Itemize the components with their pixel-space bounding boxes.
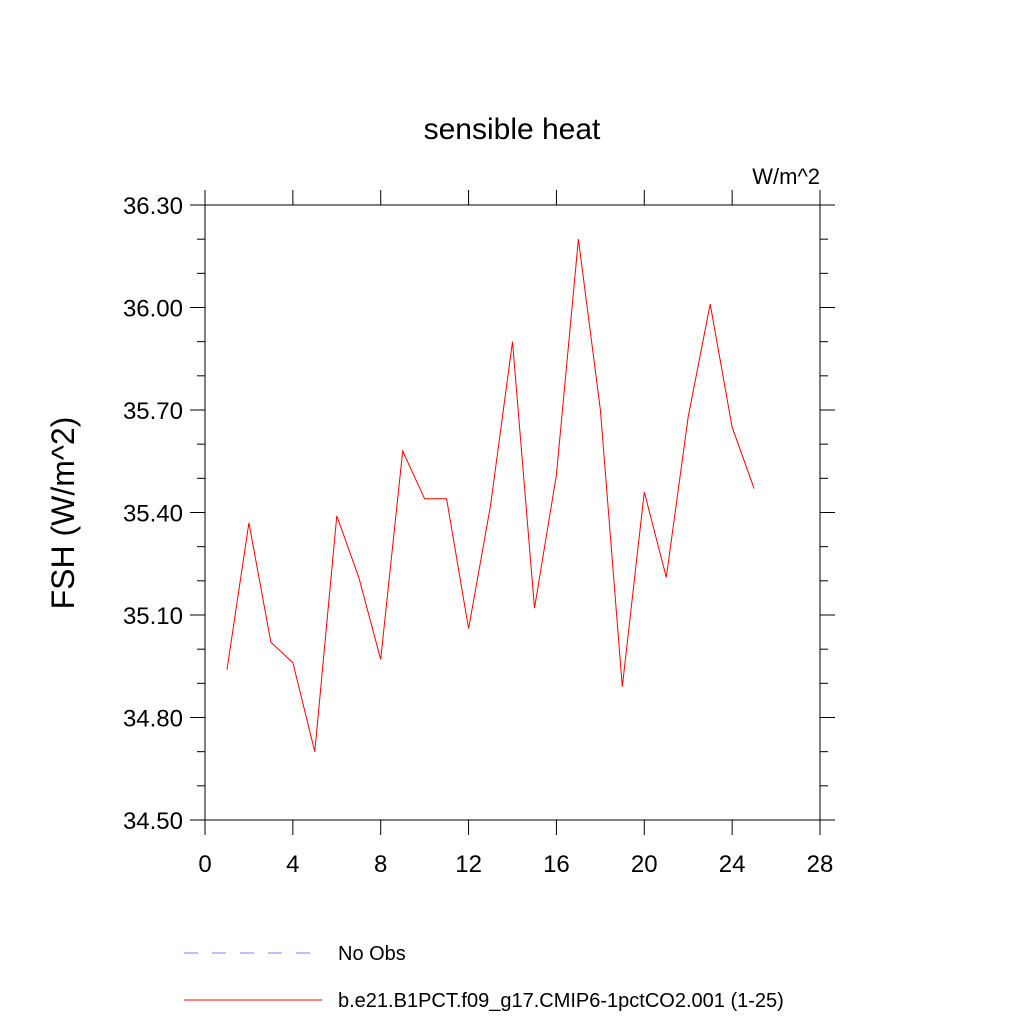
x-tick-label: 28	[807, 851, 834, 878]
x-tick-label: 16	[543, 851, 570, 878]
x-tick-labels: 0 4 8 12 16 20 24 28	[198, 851, 833, 878]
legend: No Obs b.e21.B1PCT.f09_g17.CMIP6-1pctCO2…	[184, 943, 784, 1012]
x-tick-label: 8	[374, 851, 387, 878]
x-tick-label: 12	[455, 851, 482, 878]
y-tick-label: 35.40	[123, 501, 183, 528]
y-tick-labels: 34.50 34.80 35.10 35.40 35.70 36.00 36.30	[123, 193, 183, 835]
legend-label-model: b.e21.B1PCT.f09_g17.CMIP6-1pctCO2.001 (1…	[338, 990, 784, 1012]
y-tick-label: 35.70	[123, 398, 183, 425]
y-tick-label: 36.00	[123, 296, 183, 323]
plot-frame	[204, 204, 821, 821]
series-group	[226, 239, 755, 752]
y-tick-label: 34.80	[123, 706, 183, 733]
x-tick-label: 24	[719, 851, 746, 878]
axis-ticks	[190, 190, 835, 835]
x-tick-label: 20	[631, 851, 658, 878]
y-tick-label: 34.50	[123, 808, 183, 835]
units-label: W/m^2	[752, 164, 820, 189]
series-line-0	[226, 239, 755, 752]
y-tick-label: 35.10	[123, 603, 183, 630]
chart-title: sensible heat	[424, 113, 601, 146]
legend-label-no-obs: No Obs	[338, 943, 406, 965]
x-tick-label: 4	[286, 851, 299, 878]
y-tick-label: 36.30	[123, 193, 183, 220]
x-tick-label: 0	[198, 851, 211, 878]
y-axis-label: FSH (W/m^2)	[45, 417, 81, 610]
